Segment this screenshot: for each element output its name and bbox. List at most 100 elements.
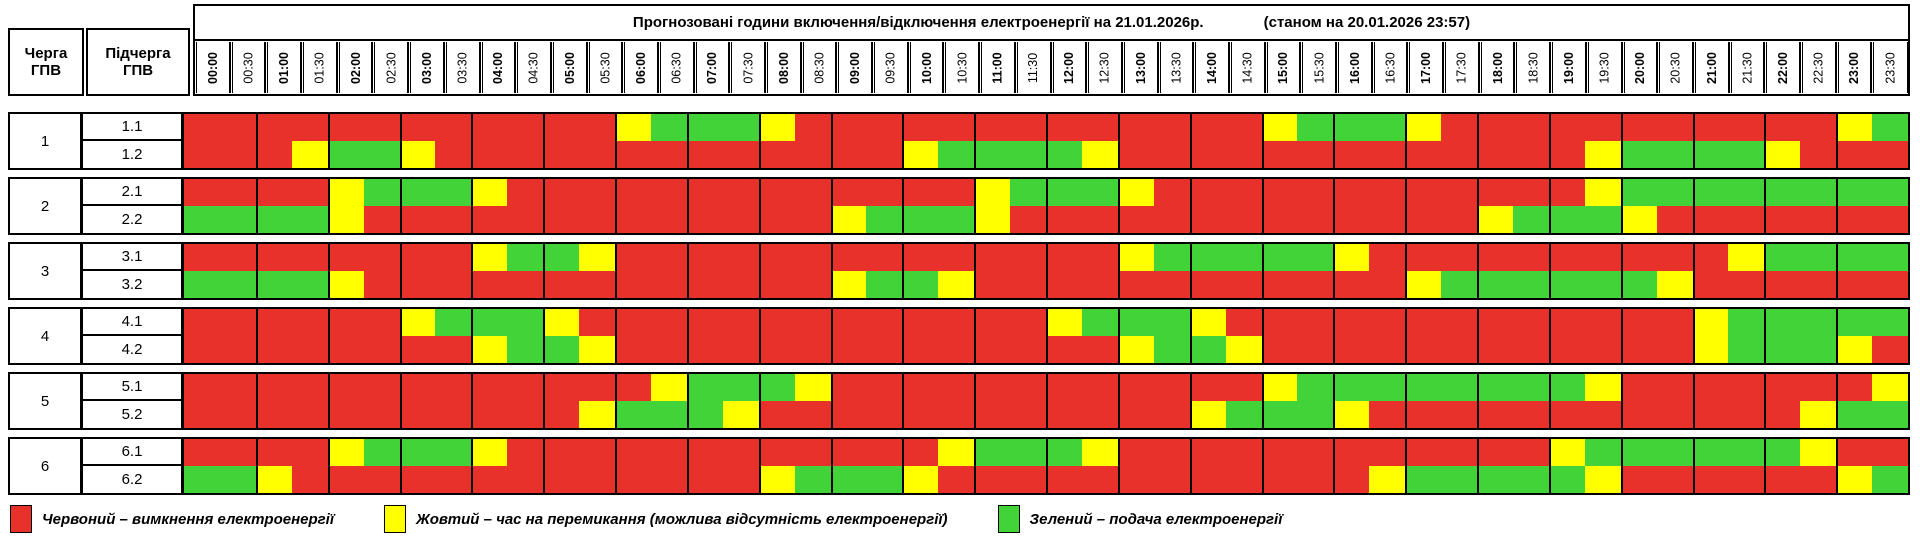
time-label: 08:30: [812, 51, 827, 84]
time-header-cell: 11:00: [981, 42, 1016, 93]
schedule-cell: [471, 309, 508, 338]
schedule-cell: [255, 179, 292, 208]
schedule-cell: [1548, 309, 1585, 338]
schedule-cell: [1728, 271, 1765, 298]
schedule-cell: [543, 439, 580, 468]
schedule-cell: [1046, 374, 1082, 403]
schedule-cell: [1477, 271, 1513, 298]
schedule-cell: [758, 206, 795, 233]
schedule-cell: [1010, 309, 1046, 338]
schedule-cell: [686, 114, 723, 143]
schedule-cell: [794, 401, 831, 428]
schedule-cell: [615, 309, 651, 338]
schedule-cell: [650, 401, 687, 428]
schedule-cell: [1656, 374, 1693, 403]
schedule-cell: [1010, 466, 1046, 493]
schedule-cell: [1656, 309, 1693, 338]
schedule-cell: [1441, 374, 1477, 403]
schedule-cell: [974, 271, 1011, 298]
time-header-cell: 07:30: [731, 42, 766, 93]
schedule-cell: [1010, 244, 1046, 273]
schedule-cell: [902, 401, 939, 428]
schedule-cell: [1189, 244, 1226, 273]
schedule-cell: [974, 141, 1011, 168]
schedule-cell: [1800, 141, 1837, 168]
schedule-cell: [794, 271, 831, 298]
schedule-cell: [1405, 466, 1442, 493]
schedule-cell: [435, 114, 472, 143]
schedule-cell: [1836, 374, 1873, 403]
subqueue-label: 3.2: [82, 271, 184, 298]
schedule-cell: [1369, 271, 1406, 298]
schedule-cell: [794, 336, 831, 363]
schedule-cell: [650, 374, 687, 403]
time-header-cell: 15:00: [1266, 42, 1302, 93]
schedule-cell: [1261, 374, 1298, 403]
schedule-cell: [1369, 336, 1406, 363]
as-of-timestamp: (станом на 20.01.2026 23:57): [1263, 14, 1471, 31]
schedule-cell: [1477, 244, 1513, 273]
schedule-cell: [1297, 439, 1334, 468]
schedule-cell: [1405, 336, 1442, 363]
schedule-cell: [1512, 439, 1549, 468]
schedule-cell: [1405, 271, 1442, 298]
schedule-cell: [1405, 114, 1442, 143]
schedule-cell: [1010, 271, 1046, 298]
time-header-cell: 19:30: [1587, 42, 1623, 93]
schedule-cell: [327, 439, 364, 468]
schedule-cell: [1620, 466, 1657, 493]
schedule-cell: [507, 206, 544, 233]
schedule-cell: [1512, 244, 1549, 273]
schedule-cell: [435, 466, 472, 493]
schedule-cell: [1010, 114, 1046, 143]
schedule-cell: [866, 374, 903, 403]
schedule-cell: [722, 374, 759, 403]
schedule-cell: [543, 466, 580, 493]
time-label: 03:30: [455, 51, 470, 84]
schedule-cell: [1728, 114, 1765, 143]
time-header-cell: 10:00: [909, 42, 945, 93]
schedule-cell: [1153, 244, 1190, 273]
schedule-cell: [471, 244, 508, 273]
schedule-cell: [722, 179, 759, 208]
schedule-cell: [794, 206, 831, 233]
schedule-cell: [543, 336, 580, 363]
schedule-cell: [1225, 439, 1262, 468]
schedule-cell: [1477, 141, 1513, 168]
schedule-cell: [866, 401, 903, 428]
queue-number: 6: [10, 439, 82, 493]
schedule-cell: [938, 439, 975, 468]
time-label: 02:30: [384, 51, 399, 84]
schedule-cell: [1548, 244, 1585, 273]
schedule-cell: [579, 206, 615, 233]
schedule-cell: [650, 336, 687, 363]
schedule-cell: [615, 466, 651, 493]
schedule-cell: [830, 466, 867, 493]
schedule-cell: [902, 244, 939, 273]
time-label: 11:30: [1026, 52, 1041, 83]
schedule-cell: [1620, 179, 1657, 208]
time-header-cell: 02:30: [374, 42, 410, 93]
schedule-cell: [219, 439, 256, 468]
time-header-cell: 08:30: [802, 42, 838, 93]
schedule-cell: [1153, 179, 1190, 208]
schedule-cell: [1441, 244, 1477, 273]
schedule-cell: [830, 141, 867, 168]
schedule-cell: [722, 244, 759, 273]
schedule-cell: [686, 374, 723, 403]
schedule-cell: [1764, 179, 1801, 208]
schedule-cell: [1548, 141, 1585, 168]
schedule-cell: [974, 309, 1011, 338]
time-header-cell: 05:30: [588, 42, 624, 93]
schedule-cell: [1261, 439, 1298, 468]
schedule-cell: [1225, 114, 1262, 143]
schedule-cell: [1441, 401, 1477, 428]
schedule-cell: [255, 439, 292, 468]
schedule-cell: [1405, 179, 1442, 208]
subqueue-column-header: Підчерга ГПВ: [86, 28, 190, 96]
schedule-cell: [471, 141, 508, 168]
schedule-cell: [758, 439, 795, 468]
schedule-cell: [184, 309, 220, 338]
schedule-cell: [1584, 466, 1621, 493]
schedule-cell: [507, 114, 544, 143]
